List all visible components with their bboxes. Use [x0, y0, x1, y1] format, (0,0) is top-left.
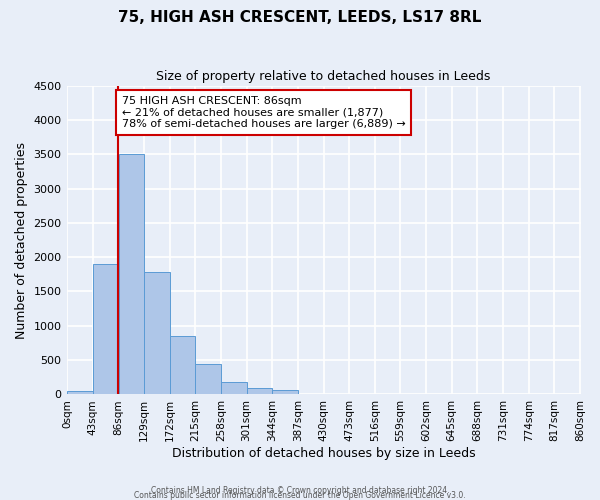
Bar [93, 264, 118, 394]
Bar [196, 364, 221, 394]
Text: 75 HIGH ASH CRESCENT: 86sqm
← 21% of detached houses are smaller (1,877)
78% of : 75 HIGH ASH CRESCENT: 86sqm ← 21% of det… [122, 96, 406, 129]
Bar [247, 388, 272, 394]
Bar [170, 336, 195, 394]
X-axis label: Distribution of detached houses by size in Leeds: Distribution of detached houses by size … [172, 447, 475, 460]
Bar [144, 272, 170, 394]
Bar [272, 390, 298, 394]
Title: Size of property relative to detached houses in Leeds: Size of property relative to detached ho… [157, 70, 491, 83]
Text: Contains public sector information licensed under the Open Government Licence v3: Contains public sector information licen… [134, 490, 466, 500]
Bar [221, 382, 247, 394]
Bar [67, 391, 92, 394]
Text: Contains HM Land Registry data © Crown copyright and database right 2024.: Contains HM Land Registry data © Crown c… [151, 486, 449, 495]
Bar [119, 154, 144, 394]
Y-axis label: Number of detached properties: Number of detached properties [15, 142, 28, 338]
Text: 75, HIGH ASH CRESCENT, LEEDS, LS17 8RL: 75, HIGH ASH CRESCENT, LEEDS, LS17 8RL [118, 10, 482, 25]
